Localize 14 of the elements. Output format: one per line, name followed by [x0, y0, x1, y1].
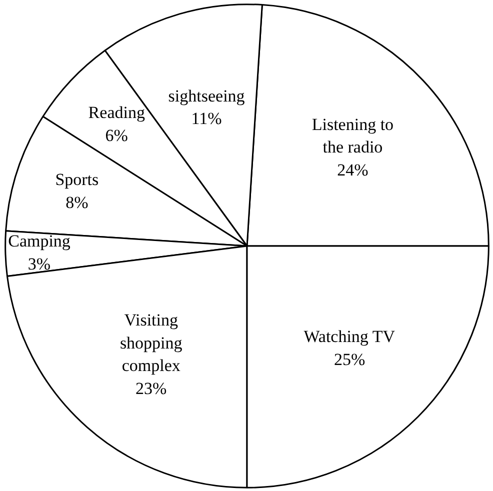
data-label: 23%	[136, 379, 167, 398]
slice-label: Reading	[88, 103, 146, 122]
slice-label: Visiting shopping complex	[120, 310, 183, 376]
data-label: 24%	[337, 160, 368, 180]
data-label: 6%	[105, 126, 128, 145]
data-label: 25%	[334, 350, 366, 370]
data-label: 8%	[66, 192, 88, 212]
slice-label: Listening to the radio	[312, 114, 394, 157]
slice-label: Watching TV	[304, 327, 396, 346]
data-label: 3%	[28, 254, 51, 274]
slice-label: Camping	[8, 232, 71, 251]
slice-label: Sports	[55, 170, 99, 190]
data-label: 11%	[191, 109, 222, 128]
slice-label: sightseeing	[168, 86, 246, 106]
